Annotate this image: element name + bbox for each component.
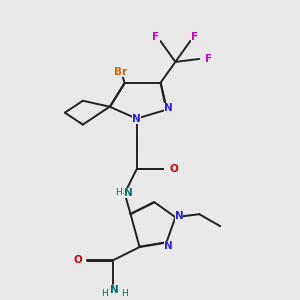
Text: H: H — [121, 289, 128, 298]
Text: H: H — [115, 188, 122, 197]
Text: N: N — [164, 103, 172, 113]
Text: N: N — [164, 241, 172, 251]
Text: O: O — [74, 255, 82, 265]
Text: F: F — [191, 32, 198, 41]
Text: N: N — [175, 211, 183, 221]
Text: N: N — [132, 114, 141, 124]
Text: F: F — [152, 32, 160, 41]
Text: N: N — [110, 285, 118, 295]
Text: Br: Br — [114, 68, 127, 77]
Text: N: N — [124, 188, 133, 198]
Text: O: O — [169, 164, 178, 174]
Text: H: H — [101, 289, 108, 298]
Text: F: F — [205, 54, 212, 64]
